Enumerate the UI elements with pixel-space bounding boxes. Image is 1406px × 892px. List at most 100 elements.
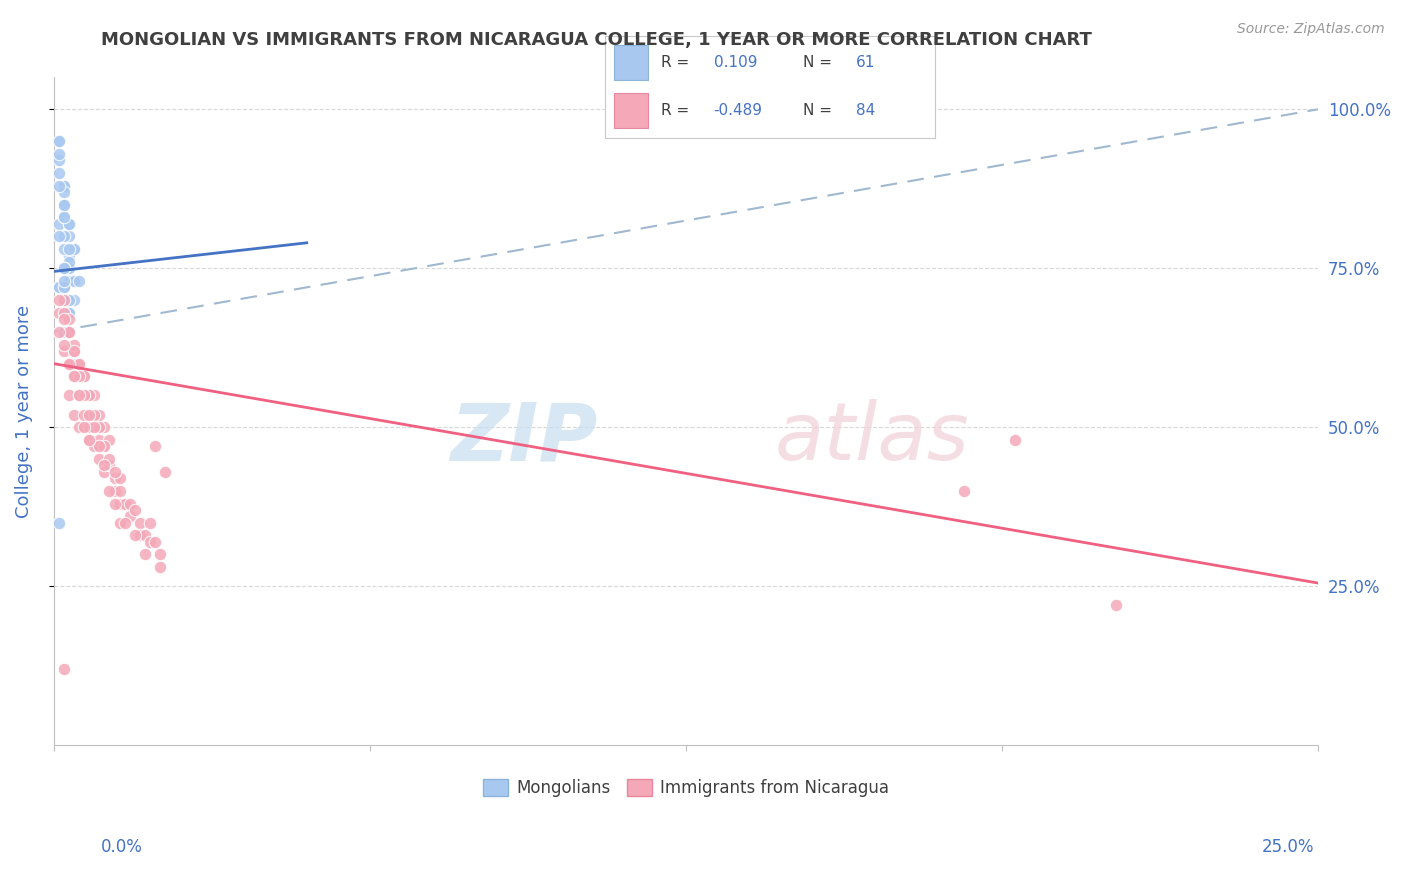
Point [77,433,100,447]
Point [58,357,80,371]
Point [63,274,86,288]
Point [67,274,90,288]
Point [63,242,86,256]
Point [134,528,156,542]
Text: N =: N = [803,103,832,118]
Point [63,337,86,351]
Point [73,408,96,422]
Point [52,280,75,294]
Point [58,325,80,339]
Point [953,483,976,498]
Text: 0.109: 0.109 [714,54,756,70]
Point [143,439,166,453]
Point [98,452,121,467]
Point [58,306,80,320]
Point [108,516,131,530]
Point [58,325,80,339]
Point [48,229,70,244]
FancyBboxPatch shape [614,45,648,79]
Point [52,306,75,320]
Text: ZIP: ZIP [450,399,598,477]
Point [48,325,70,339]
Point [48,146,70,161]
Text: 84: 84 [856,103,875,118]
Point [93,465,115,479]
Point [67,388,90,402]
Point [63,369,86,384]
Point [58,248,80,262]
Point [98,433,121,447]
Point [63,357,86,371]
Point [52,312,75,326]
Point [58,293,80,307]
Point [48,306,70,320]
Point [73,369,96,384]
Point [63,293,86,307]
Point [98,458,121,473]
Point [103,497,125,511]
Point [48,166,70,180]
Point [58,255,80,269]
Point [67,420,90,434]
Point [63,242,86,256]
Text: 61: 61 [856,54,875,70]
Point [108,483,131,498]
Point [58,217,80,231]
Point [58,325,80,339]
Point [139,534,162,549]
Text: -0.489: -0.489 [714,103,762,118]
Point [103,471,125,485]
Point [52,197,75,211]
Point [149,560,172,574]
Point [103,483,125,498]
Point [73,369,96,384]
Point [52,325,75,339]
Text: 0.0%: 0.0% [101,838,143,856]
Point [52,178,75,193]
Point [77,433,100,447]
Point [52,293,75,307]
Point [52,261,75,276]
Point [83,388,105,402]
Point [153,465,176,479]
Point [52,211,75,225]
Point [52,325,75,339]
Text: N =: N = [803,54,832,70]
FancyBboxPatch shape [614,93,648,128]
Point [52,293,75,307]
Point [58,261,80,276]
Point [83,420,105,434]
Point [52,261,75,276]
Point [83,439,105,453]
Point [58,229,80,244]
Point [52,229,75,244]
Point [48,153,70,168]
Point [48,280,70,294]
Point [48,178,70,193]
Point [52,185,75,199]
Point [73,420,96,434]
Point [52,211,75,225]
Point [98,483,121,498]
Point [58,312,80,326]
Point [83,408,105,422]
Point [89,420,111,434]
Text: Source: ZipAtlas.com: Source: ZipAtlas.com [1237,22,1385,37]
Point [58,293,80,307]
Point [89,408,111,422]
Point [124,528,146,542]
Point [108,497,131,511]
Text: atlas: atlas [775,399,969,477]
Point [93,439,115,453]
Point [77,408,100,422]
Point [124,503,146,517]
Point [63,343,86,358]
Point [67,357,90,371]
Point [58,388,80,402]
Text: R =: R = [661,103,689,118]
Point [77,388,100,402]
Point [134,548,156,562]
Point [52,662,75,676]
Point [52,242,75,256]
Point [48,516,70,530]
